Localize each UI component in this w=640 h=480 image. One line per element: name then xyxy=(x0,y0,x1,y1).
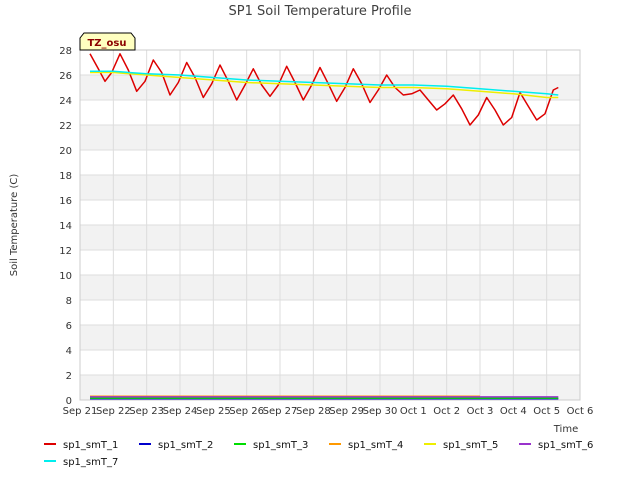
x-tick-label: Sep 25 xyxy=(196,406,231,417)
x-axis-label: Time xyxy=(553,424,578,435)
x-tick-label: Sep 24 xyxy=(163,406,198,417)
y-tick-label: 20 xyxy=(59,146,72,157)
x-tick-label: Oct 4 xyxy=(500,406,527,417)
x-tick-label: Oct 5 xyxy=(533,406,560,417)
legend-label: sp1_smT_7 xyxy=(63,457,118,468)
background-band xyxy=(80,325,580,350)
x-tick-label: Sep 22 xyxy=(96,406,131,417)
legend-label: sp1_smT_2 xyxy=(158,440,213,451)
x-tick-label: Oct 2 xyxy=(433,406,460,417)
y-tick-label: 16 xyxy=(59,196,72,207)
legend: sp1_smT_1 sp1_smT_2 sp1_smT_3 sp1_smT_4 sp1_… xyxy=(44,440,593,468)
x-tick-label: Oct 6 xyxy=(567,406,594,417)
series-line-sp1_smT_5 xyxy=(90,71,559,99)
legend-label: sp1_smT_4 xyxy=(348,440,403,451)
x-tick-label: Sep 29 xyxy=(329,406,364,417)
series-line-sp1_smT_7 xyxy=(90,70,559,96)
y-tick-label: 28 xyxy=(59,46,72,57)
x-tick-label: Sep 28 xyxy=(296,406,331,417)
y-tick-label: 8 xyxy=(66,296,72,307)
background-band xyxy=(80,275,580,300)
legend-label: sp1_smT_1 xyxy=(63,440,118,451)
background-band xyxy=(80,225,580,250)
timezone-badge: TZ_osu xyxy=(79,32,136,51)
plot-frame xyxy=(79,49,581,401)
x-tick-label: Oct 3 xyxy=(467,406,494,417)
y-tick-label: 18 xyxy=(59,171,72,182)
y-tick-label: 22 xyxy=(59,121,72,132)
series-lines xyxy=(89,53,559,400)
plot-background-bands xyxy=(80,75,580,400)
y-tick-label: 24 xyxy=(59,96,72,107)
x-tick-label: Sep 26 xyxy=(229,406,264,417)
y-tick-label: 12 xyxy=(59,246,72,257)
x-tick-label: Sep 27 xyxy=(263,406,298,417)
y-tick-label: 2 xyxy=(66,371,72,382)
y-tick-label: 26 xyxy=(59,71,72,82)
y-axis-label: Soil Temperature (C) xyxy=(9,174,20,277)
timezone-badge-box xyxy=(79,32,136,51)
legend-label: sp1_smT_6 xyxy=(538,440,593,451)
chart-title: SP1 Soil Temperature Profile xyxy=(229,4,412,19)
y-tick-label: 14 xyxy=(59,221,72,232)
y-tick-label: 0 xyxy=(66,396,72,407)
y-tick-label: 10 xyxy=(59,271,72,282)
background-band xyxy=(80,175,580,200)
timezone-badge-text: TZ_osu xyxy=(87,38,126,49)
x-tick-label: Sep 23 xyxy=(129,406,164,417)
legend-label: sp1_smT_5 xyxy=(443,440,498,451)
y-tick-label: 6 xyxy=(66,321,72,332)
x-tick-label: Sep 30 xyxy=(363,406,398,417)
series-line-sp1_smT_1 xyxy=(89,53,559,126)
x-tick-label: Oct 1 xyxy=(400,406,427,417)
background-band xyxy=(80,125,580,150)
x-tick-label: Sep 21 xyxy=(63,406,98,417)
grid-lines xyxy=(79,49,581,401)
y-tick-label: 4 xyxy=(66,346,72,357)
legend-label: sp1_smT_3 xyxy=(253,440,308,451)
